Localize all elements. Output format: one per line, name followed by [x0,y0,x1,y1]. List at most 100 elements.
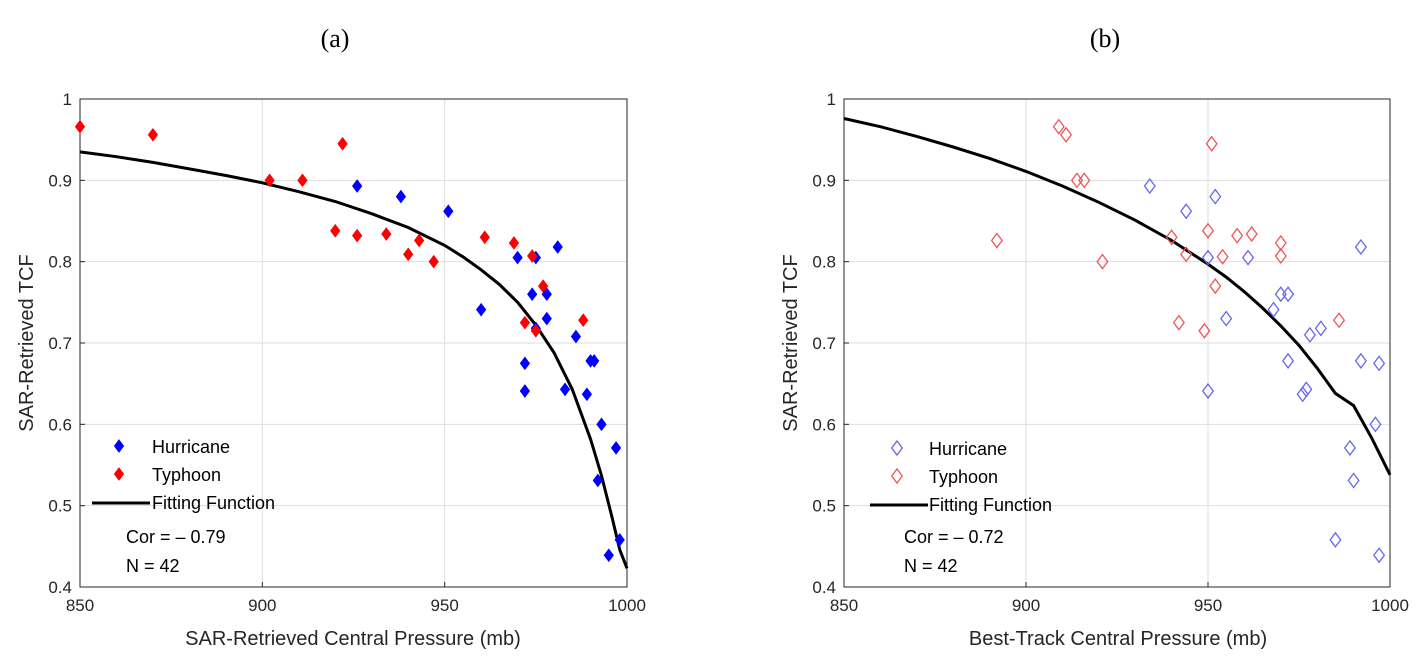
typhoon-point [1180,246,1193,263]
x-axis-ticks: 850 900 950 1000 [830,582,1409,615]
typhoon-point [74,119,86,134]
hurricane-point [1296,386,1309,403]
y-tick-label: 1 [827,90,836,109]
panel-label: (b) [1090,24,1120,53]
y-tick-label: 0.5 [48,497,72,516]
hurricane-point [581,387,593,402]
panel-label: (a) [321,24,350,53]
hurricane-point [570,329,582,344]
y-tick-label: 0.7 [812,334,836,353]
grid [79,98,628,588]
typhoon-series [990,118,1346,339]
typhoon-point [337,136,348,151]
typhoon-point [519,315,531,330]
typhoon-point [428,254,439,269]
typhoon-point [1078,172,1091,189]
y-tick-label: 0.7 [48,334,72,353]
hurricane-point [541,311,552,326]
hurricane-point [1201,382,1215,400]
legend-label-typhoon: Typhoon [929,467,998,487]
x-tick-label: 900 [248,596,276,615]
hurricane-point [395,189,407,204]
hurricane-point [352,179,363,193]
fitting-function-line [843,117,1392,476]
hurricane-point [1282,286,1295,303]
hurricane-point [476,302,487,317]
hurricane-point [541,287,552,302]
hurricane-point [1220,310,1233,327]
x-axis-title: SAR-Retrieved Central Pressure (mb) [185,628,521,650]
x-tick-label: 950 [430,596,458,615]
x-tick-label: 950 [1194,596,1222,615]
hurricane-point [1201,249,1215,266]
y-tick-label: 1 [63,90,72,109]
hurricane-point [1347,472,1360,489]
y-axis-title: SAR-Retrieved TCF [780,254,802,431]
typhoon-point [381,227,392,241]
panel-b-chart: (b) 850 900 950 1000 0.4 0.5 0.6 0.7 0.8 0.9 1 Be… [780,24,1409,650]
y-tick-label: 0.8 [812,253,836,272]
fitting-function-line [79,150,629,569]
x-axis-title: Best-Track Central Pressure (mb) [969,628,1267,650]
y-tick-label: 0.8 [48,253,72,272]
typhoon-point [1274,234,1287,252]
typhoon-point [1274,247,1287,265]
hurricane-point [1373,355,1386,372]
hurricane-point [1354,238,1367,256]
y-tick-label: 0.6 [812,415,836,434]
typhoon-point [508,236,520,250]
typhoon-point [479,230,490,245]
y-tick-label: 0.9 [812,171,836,190]
y-tick-label: 0.5 [812,497,836,516]
typhoon-point [530,323,541,338]
hurricane-point [1343,439,1357,457]
legend-marker-typhoon [890,467,904,485]
y-axis-ticks: 0.4 0.5 0.6 0.7 0.8 0.9 1 [812,90,849,597]
hurricane-series [1143,177,1386,564]
hurricane-point [1314,320,1327,337]
panel-a-chart: (a) 850 900 950 1000 0.4 0.5 0.6 0.7 0.8 0.9 1 SA… [16,24,646,650]
hurricane-point [1369,416,1382,433]
typhoon-point [538,279,549,293]
typhoon-point [1165,229,1178,246]
typhoon-point [1096,253,1109,270]
legend-label-hurricane: Hurricane [152,437,230,457]
fitting-function-series [79,150,629,569]
legend: Hurricane Typhoon Fitting Function [870,439,1052,515]
typhoon-point [1172,314,1185,331]
y-tick-label: 0.4 [48,578,72,597]
x-tick-label: 900 [1012,596,1040,615]
typhoon-point [297,173,308,188]
correlation-annotation: Cor = – 0.72 [904,527,1004,547]
typhoon-point [990,232,1003,249]
correlation-annotation: Cor = – 0.79 [126,527,226,547]
y-axis-title: SAR-Retrieved TCF [16,254,38,431]
hurricane-point [519,356,531,371]
hurricane-point [592,473,603,488]
typhoon-point [1205,135,1218,152]
fitting-function-series [843,117,1392,476]
y-tick-label: 0.9 [48,171,72,190]
hurricane-point [1354,352,1367,369]
legend-diamond-marker [113,467,125,481]
typhoon-point [1332,312,1346,329]
hurricane-point [519,384,531,398]
hurricane-point [527,287,538,302]
hurricane-point [1180,203,1193,220]
hurricane-point [1274,286,1287,303]
sample-size-annotation: N = 42 [126,556,180,576]
hurricane-point [1143,177,1156,195]
typhoon-point [1198,322,1211,339]
typhoon-point [403,247,414,262]
legend: Hurricane Typhoon Fitting Function [92,437,275,513]
legend-diamond-marker [890,439,904,457]
hurricane-point [1373,547,1386,564]
typhoon-point [147,127,159,142]
x-tick-label: 850 [830,596,858,615]
hurricane-point [1300,381,1313,398]
legend-label-fitting-function: Fitting Function [929,495,1052,515]
hurricane-point [559,382,571,397]
legend-diamond-marker [113,439,125,453]
hurricane-point [512,250,523,265]
